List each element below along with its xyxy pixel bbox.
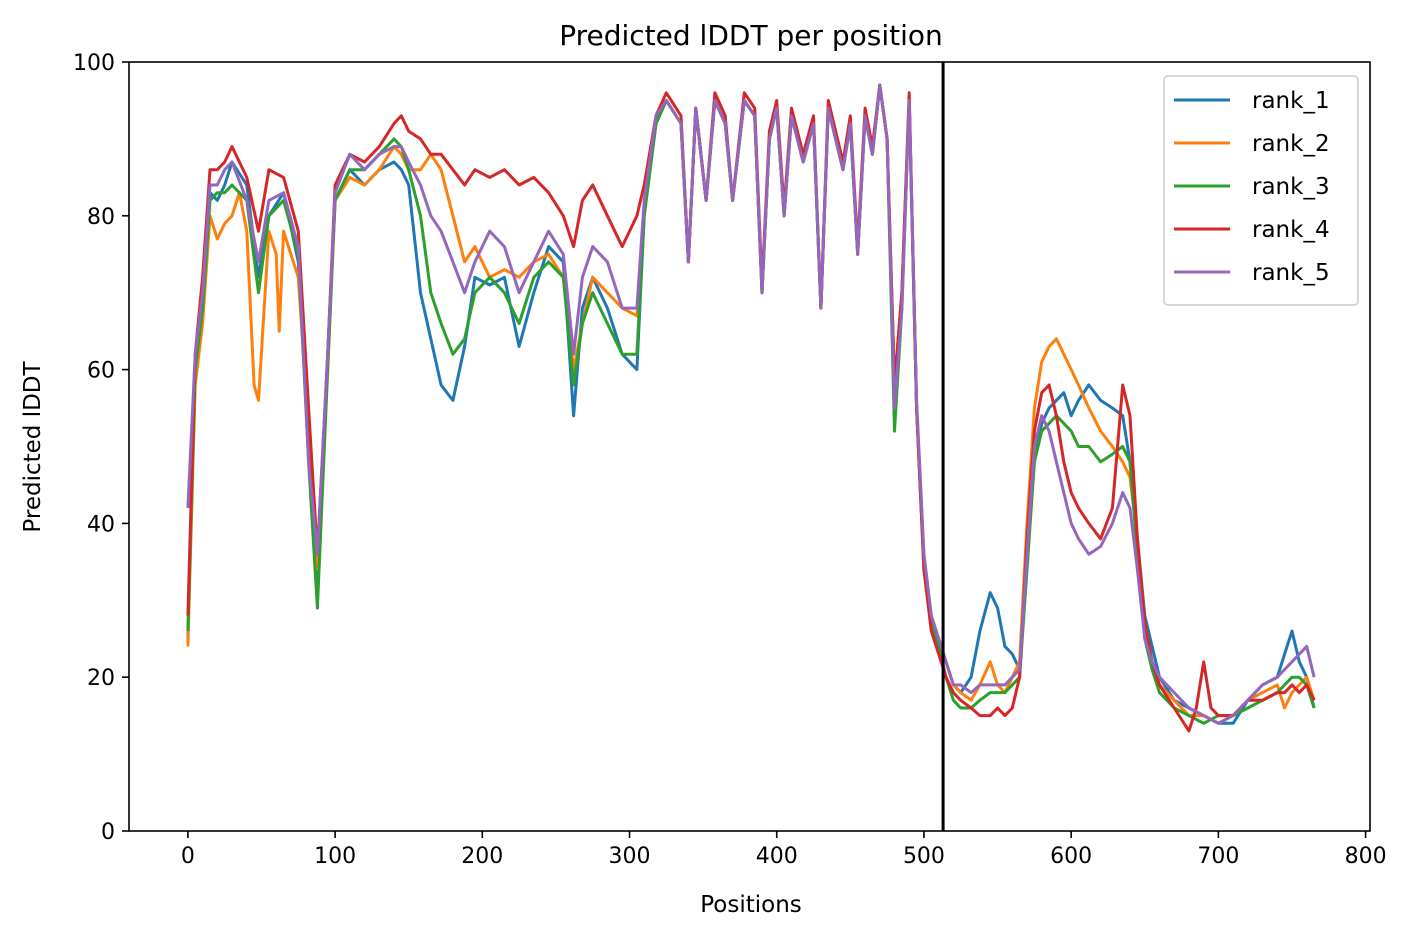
axes-layer: 0 100 200 300 400 500 600 700 800 0 20 40 60 80 100 bbox=[73, 51, 1387, 869]
x-tick-label: 0 bbox=[181, 844, 195, 869]
x-tick-label: 300 bbox=[609, 844, 651, 869]
legend-label-rank-5: rank_5 bbox=[1252, 260, 1330, 286]
legend-label-rank-3: rank_3 bbox=[1252, 174, 1330, 200]
x-tick-label: 400 bbox=[756, 844, 798, 869]
y-tick-label: 0 bbox=[101, 820, 115, 845]
legend: rank_1 rank_2 rank_3 rank_4 rank_5 bbox=[1163, 75, 1359, 306]
x-axis-label: Positions bbox=[700, 892, 802, 918]
y-axis-label: Predicted lDDT bbox=[20, 360, 46, 532]
legend-label-rank-1: rank_1 bbox=[1252, 88, 1330, 114]
x-tick-label: 200 bbox=[461, 844, 503, 869]
series-layer bbox=[186, 83, 1316, 733]
y-tick-label: 20 bbox=[87, 666, 115, 691]
x-tick-label: 600 bbox=[1050, 844, 1092, 869]
y-tick-label: 100 bbox=[73, 51, 115, 76]
x-tick-label: 100 bbox=[314, 844, 356, 869]
y-tick-label: 60 bbox=[87, 359, 115, 384]
x-tick-label: 500 bbox=[903, 844, 945, 869]
legend-box bbox=[1163, 75, 1359, 306]
plot-frame bbox=[128, 61, 1371, 832]
legend-label-rank-4: rank_4 bbox=[1252, 217, 1330, 243]
legend-label-rank-2: rank_2 bbox=[1252, 131, 1330, 157]
chart-title: Predicted lDDT per position bbox=[559, 19, 943, 52]
y-tick-label: 80 bbox=[87, 205, 115, 230]
x-tick-label: 700 bbox=[1197, 844, 1239, 869]
y-tick-label: 40 bbox=[87, 512, 115, 537]
series-line-rank-5 bbox=[186, 83, 1316, 725]
x-tick-label: 800 bbox=[1345, 844, 1387, 869]
